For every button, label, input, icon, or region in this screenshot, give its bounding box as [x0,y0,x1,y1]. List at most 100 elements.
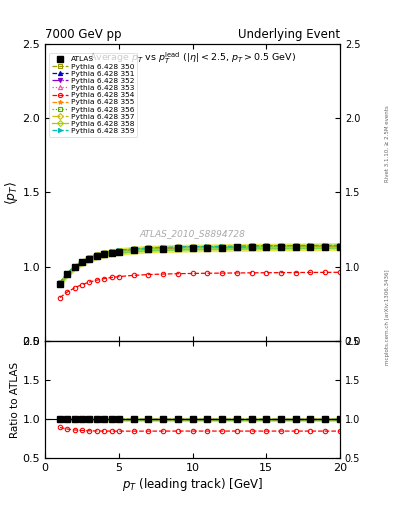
Pythia 6.428 353 [338,243,342,249]
Pythia 6.428 357 [161,245,165,251]
Line: Pythia 6.428 355: Pythia 6.428 355 [58,244,342,285]
Pythia 6.428 357 [249,243,254,249]
Pythia 6.428 353 [190,244,195,250]
Pythia 6.428 356 [72,264,77,270]
Pythia 6.428 357 [72,264,77,270]
Pythia 6.428 357 [176,244,180,250]
Pythia 6.428 358 [109,249,114,255]
Pythia 6.428 359 [323,242,328,248]
Pythia 6.428 358 [146,245,151,251]
Pythia 6.428 353 [65,270,70,276]
Pythia 6.428 352 [102,250,107,257]
ATLAS [72,264,77,270]
Pythia 6.428 358 [72,264,77,270]
ATLAS [131,247,136,253]
Pythia 6.428 359 [264,243,269,249]
Pythia 6.428 350 [161,245,165,251]
ATLAS [279,244,283,250]
Y-axis label: $\langle p_T \rangle$: $\langle p_T \rangle$ [3,180,20,204]
Pythia 6.428 351 [308,243,313,249]
Pythia 6.428 354 [205,270,210,276]
Pythia 6.428 356 [94,252,99,259]
Pythia 6.428 351 [80,259,84,265]
Pythia 6.428 352 [131,246,136,252]
Pythia 6.428 353 [116,248,121,254]
Pythia 6.428 355 [176,244,180,250]
Pythia 6.428 354 [58,294,62,301]
Pythia 6.428 357 [58,280,62,286]
Pythia 6.428 351 [161,245,165,251]
Pythia 6.428 357 [87,255,92,261]
Pythia 6.428 359 [190,244,195,250]
Pythia 6.428 351 [176,244,180,250]
Pythia 6.428 350 [190,244,195,250]
Pythia 6.428 354 [264,270,269,276]
Pythia 6.428 357 [338,243,342,249]
Pythia 6.428 356 [293,243,298,249]
Pythia 6.428 350 [65,270,70,276]
Pythia 6.428 358 [87,255,92,261]
Pythia 6.428 352 [72,264,77,270]
ATLAS [94,253,99,259]
Pythia 6.428 356 [161,245,165,251]
Pythia 6.428 352 [109,249,114,255]
Pythia 6.428 355 [102,250,107,257]
Line: Pythia 6.428 356: Pythia 6.428 356 [58,244,342,285]
ATLAS [161,246,165,252]
Pythia 6.428 358 [293,243,298,249]
Pythia 6.428 351 [109,249,114,255]
Pythia 6.428 356 [131,246,136,252]
Pythia 6.428 356 [190,244,195,250]
Pythia 6.428 353 [220,244,224,250]
Pythia 6.428 355 [205,244,210,250]
Pythia 6.428 354 [146,271,151,278]
Pythia 6.428 350 [72,264,77,270]
Pythia 6.428 353 [109,249,114,255]
ATLAS [338,244,342,250]
Pythia 6.428 356 [264,243,269,249]
Pythia 6.428 351 [190,244,195,250]
Pythia 6.428 357 [323,243,328,249]
Pythia 6.428 350 [205,244,210,250]
ATLAS [293,244,298,250]
Pythia 6.428 351 [220,244,224,250]
Text: Underlying Event: Underlying Event [238,28,340,41]
Pythia 6.428 353 [131,246,136,252]
Pythia 6.428 353 [87,255,92,261]
Pythia 6.428 358 [190,244,195,250]
Pythia 6.428 353 [205,244,210,250]
Pythia 6.428 355 [308,243,313,249]
Pythia 6.428 357 [116,248,121,254]
Pythia 6.428 357 [146,245,151,251]
Pythia 6.428 350 [249,243,254,249]
Line: Pythia 6.428 353: Pythia 6.428 353 [58,244,342,285]
Pythia 6.428 354 [234,270,239,276]
Pythia 6.428 352 [234,244,239,250]
Pythia 6.428 351 [94,252,99,259]
Pythia 6.428 354 [190,270,195,276]
Pythia 6.428 356 [323,243,328,249]
ATLAS [146,246,151,252]
Pythia 6.428 352 [293,243,298,249]
Pythia 6.428 356 [279,243,283,249]
Pythia 6.428 352 [205,244,210,250]
Pythia 6.428 350 [293,243,298,249]
Pythia 6.428 354 [279,269,283,275]
Line: Pythia 6.428 359: Pythia 6.428 359 [58,243,342,285]
Pythia 6.428 354 [65,289,70,295]
Pythia 6.428 353 [176,244,180,250]
Pythia 6.428 359 [338,242,342,248]
Pythia 6.428 351 [72,264,77,270]
ATLAS [116,248,121,254]
Pythia 6.428 351 [323,243,328,249]
Pythia 6.428 353 [146,245,151,251]
Pythia 6.428 355 [220,244,224,250]
Pythia 6.428 358 [58,280,62,286]
Pythia 6.428 354 [323,269,328,275]
Pythia 6.428 358 [80,259,84,265]
Pythia 6.428 356 [109,249,114,255]
Pythia 6.428 354 [116,273,121,280]
Pythia 6.428 359 [131,246,136,252]
Line: Pythia 6.428 351: Pythia 6.428 351 [58,244,342,285]
Pythia 6.428 356 [308,243,313,249]
